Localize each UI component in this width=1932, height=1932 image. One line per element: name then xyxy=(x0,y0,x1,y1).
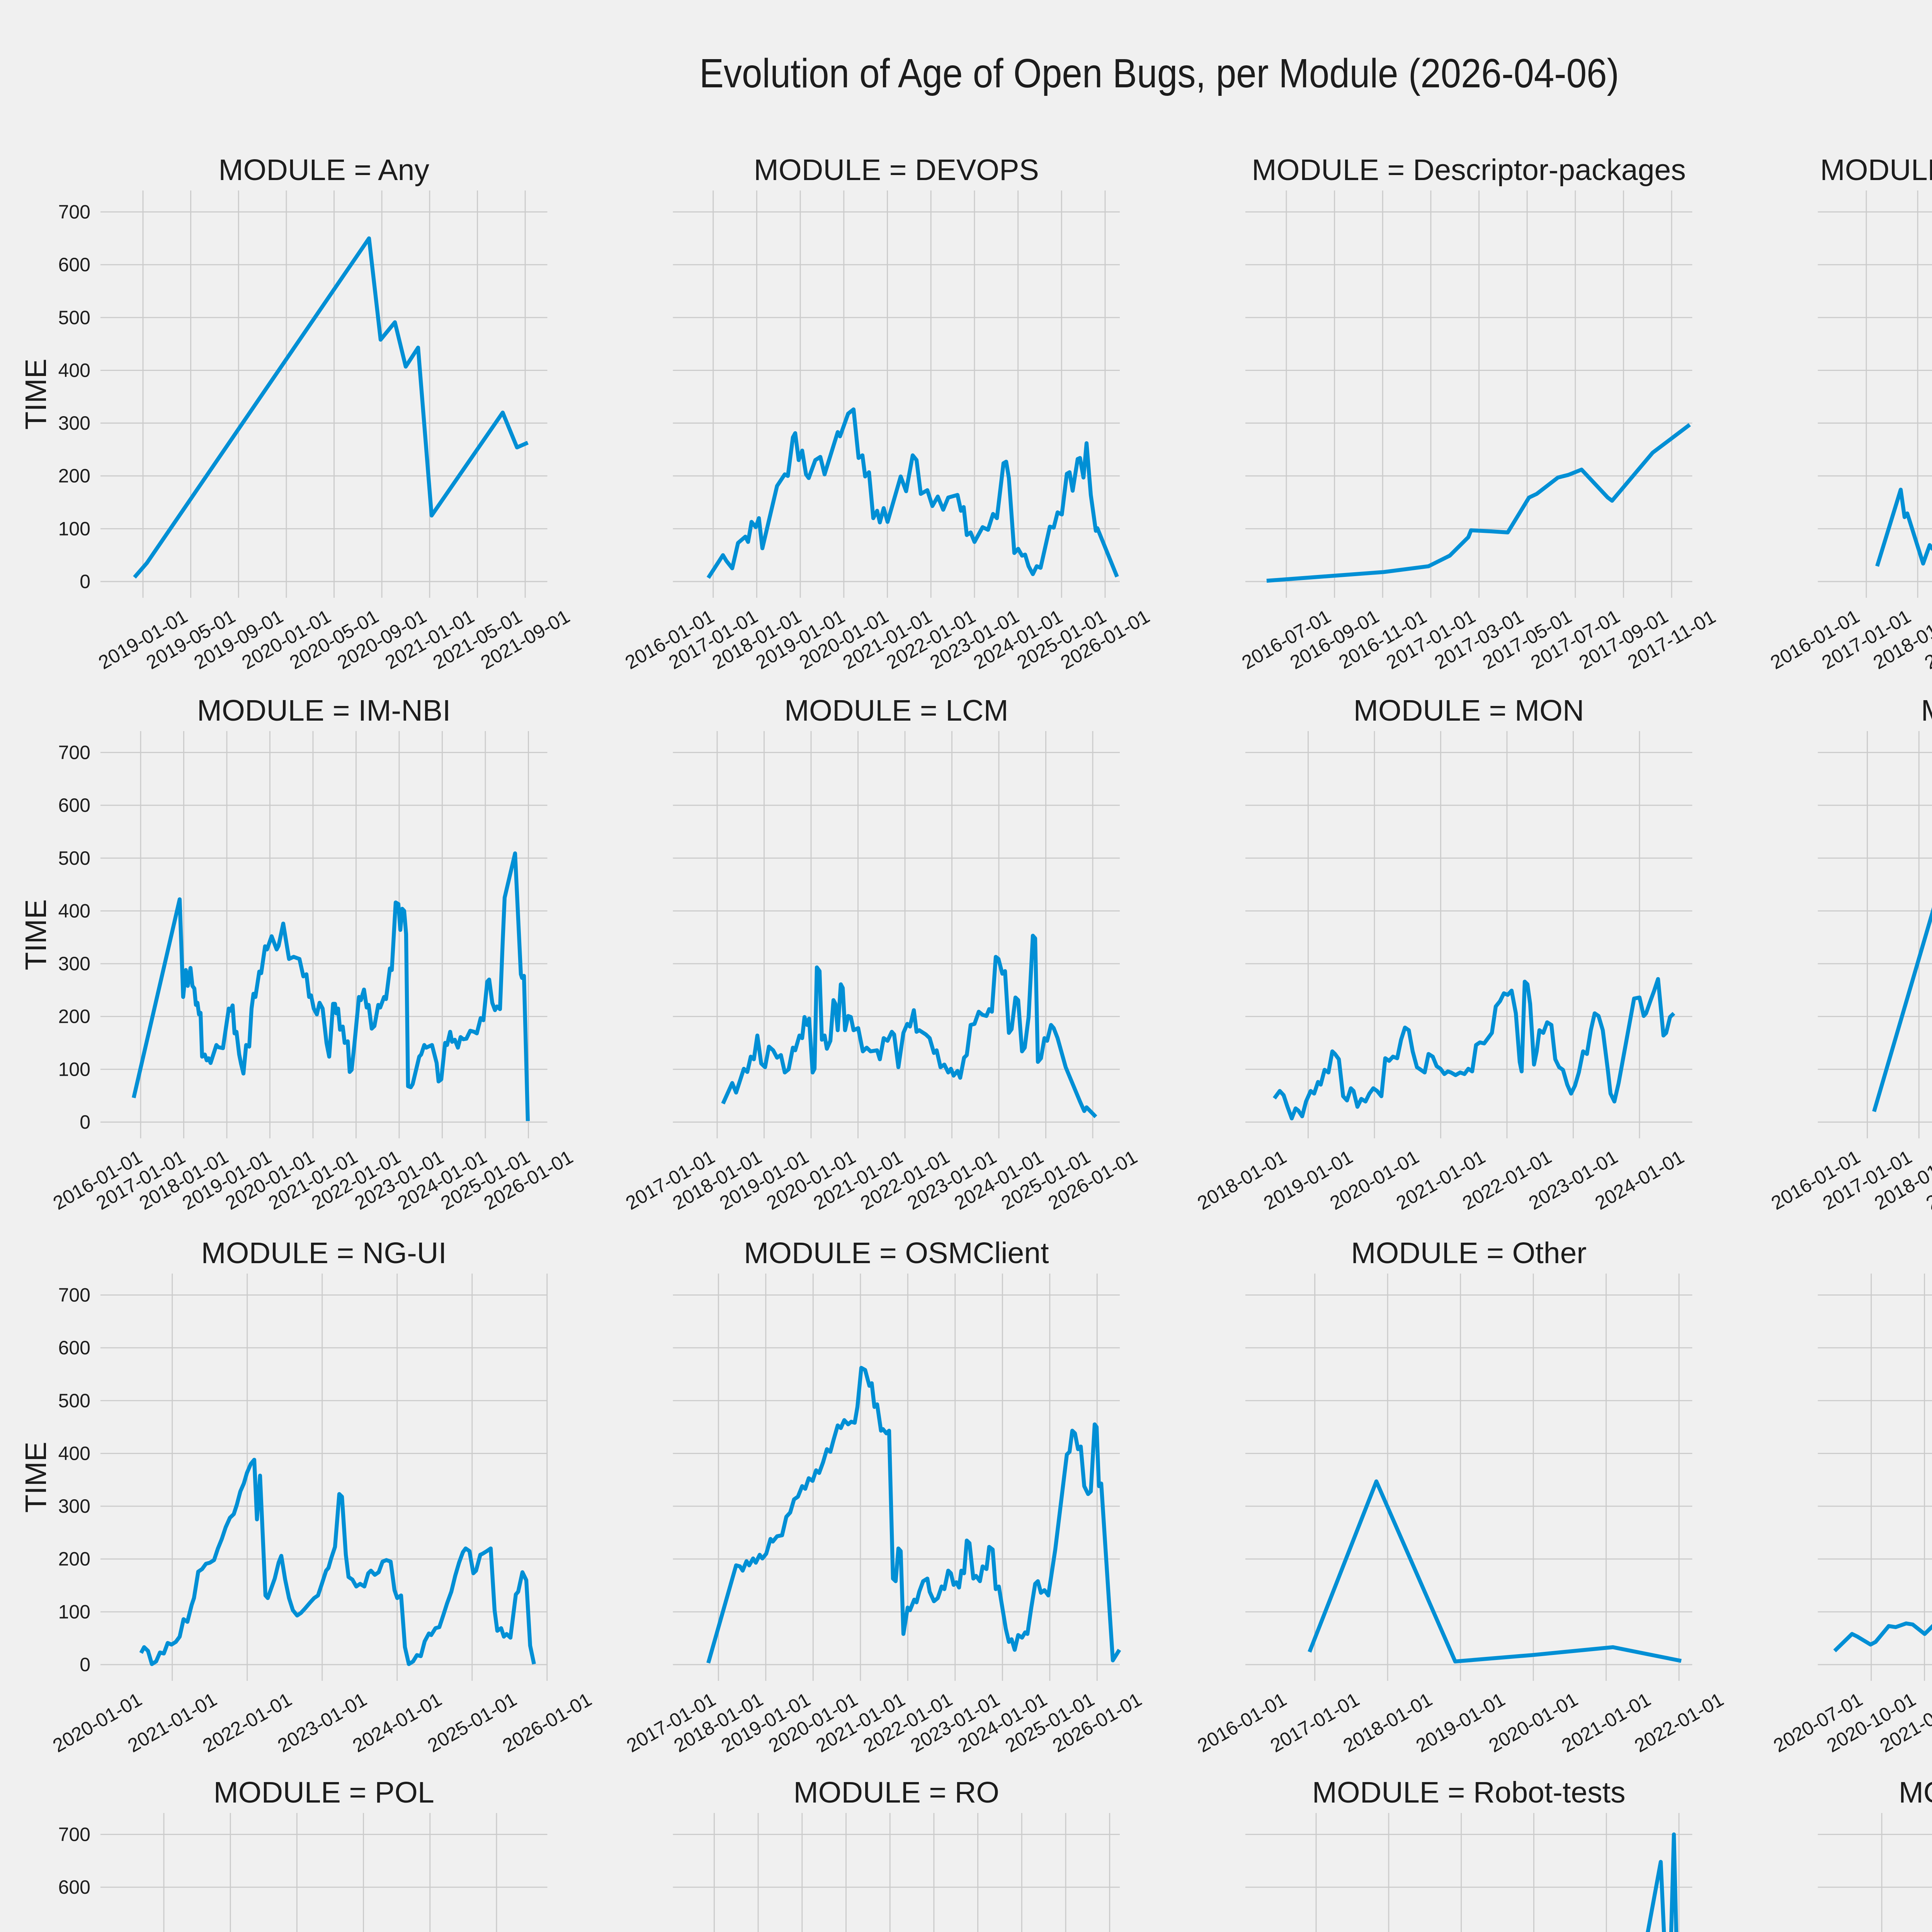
svg-text:MODULE = MON: MODULE = MON xyxy=(1354,694,1584,727)
svg-text:MODULE = Any: MODULE = Any xyxy=(218,153,429,187)
svg-text:MODULE = NG-UI: MODULE = NG-UI xyxy=(201,1236,447,1270)
svg-text:700: 700 xyxy=(58,201,90,223)
svg-text:600: 600 xyxy=(58,254,90,276)
svg-text:MODULE = RO: MODULE = RO xyxy=(793,1776,999,1809)
svg-text:MODULE = DEVOPS: MODULE = DEVOPS xyxy=(754,153,1039,187)
svg-text:700: 700 xyxy=(58,1284,90,1306)
svg-text:300: 300 xyxy=(58,953,90,975)
svg-text:200: 200 xyxy=(58,1006,90,1027)
svg-text:500: 500 xyxy=(58,1390,90,1412)
svg-text:500: 500 xyxy=(58,307,90,328)
svg-text:MODULE = Robot-tests: MODULE = Robot-tests xyxy=(1312,1776,1626,1809)
svg-text:500: 500 xyxy=(58,847,90,869)
svg-text:200: 200 xyxy=(58,465,90,487)
svg-text:300: 300 xyxy=(58,1495,90,1517)
svg-text:MODULE = Other: MODULE = Other xyxy=(1351,1236,1587,1270)
svg-text:400: 400 xyxy=(58,900,90,922)
svg-text:600: 600 xyxy=(58,794,90,816)
svg-text:100: 100 xyxy=(58,1601,90,1622)
svg-text:200: 200 xyxy=(58,1548,90,1570)
svg-text:600: 600 xyxy=(58,1337,90,1359)
svg-text:TIME: TIME xyxy=(19,359,53,430)
svg-text:MODULE = LCM: MODULE = LCM xyxy=(784,694,1009,727)
svg-text:MODULE = Documentation / Wiki: MODULE = Documentation / Wiki xyxy=(1820,153,1932,187)
svg-text:100: 100 xyxy=(58,518,90,539)
svg-text:TIME: TIME xyxy=(19,899,53,970)
svg-text:MODULE = N2VC: MODULE = N2VC xyxy=(1921,694,1932,727)
svg-text:0: 0 xyxy=(80,571,90,592)
svg-text:100: 100 xyxy=(58,1058,90,1080)
svg-text:600: 600 xyxy=(58,1876,90,1898)
svg-text:MODULE = IM-NBI: MODULE = IM-NBI xyxy=(197,694,451,727)
svg-text:0: 0 xyxy=(80,1654,90,1675)
svg-text:500: 500 xyxy=(58,1929,90,1932)
svg-text:400: 400 xyxy=(58,1442,90,1464)
svg-text:700: 700 xyxy=(58,1823,90,1845)
svg-text:0: 0 xyxy=(80,1111,90,1133)
svg-text:MODULE = OSMClient: MODULE = OSMClient xyxy=(744,1236,1049,1270)
svg-text:MODULE = Descriptor-packages: MODULE = Descriptor-packages xyxy=(1252,153,1686,187)
svg-text:MODULE = POL: MODULE = POL xyxy=(214,1776,434,1809)
svg-text:400: 400 xyxy=(58,359,90,381)
svg-text:700: 700 xyxy=(58,742,90,763)
svg-text:TIME: TIME xyxy=(19,1442,53,1513)
svg-text:300: 300 xyxy=(58,412,90,434)
svg-text:Evolution of Age of Open Bugs,: Evolution of Age of Open Bugs, per Modul… xyxy=(699,51,1619,96)
svg-text:MODULE = Unknown: MODULE = Unknown xyxy=(1899,1776,1932,1809)
